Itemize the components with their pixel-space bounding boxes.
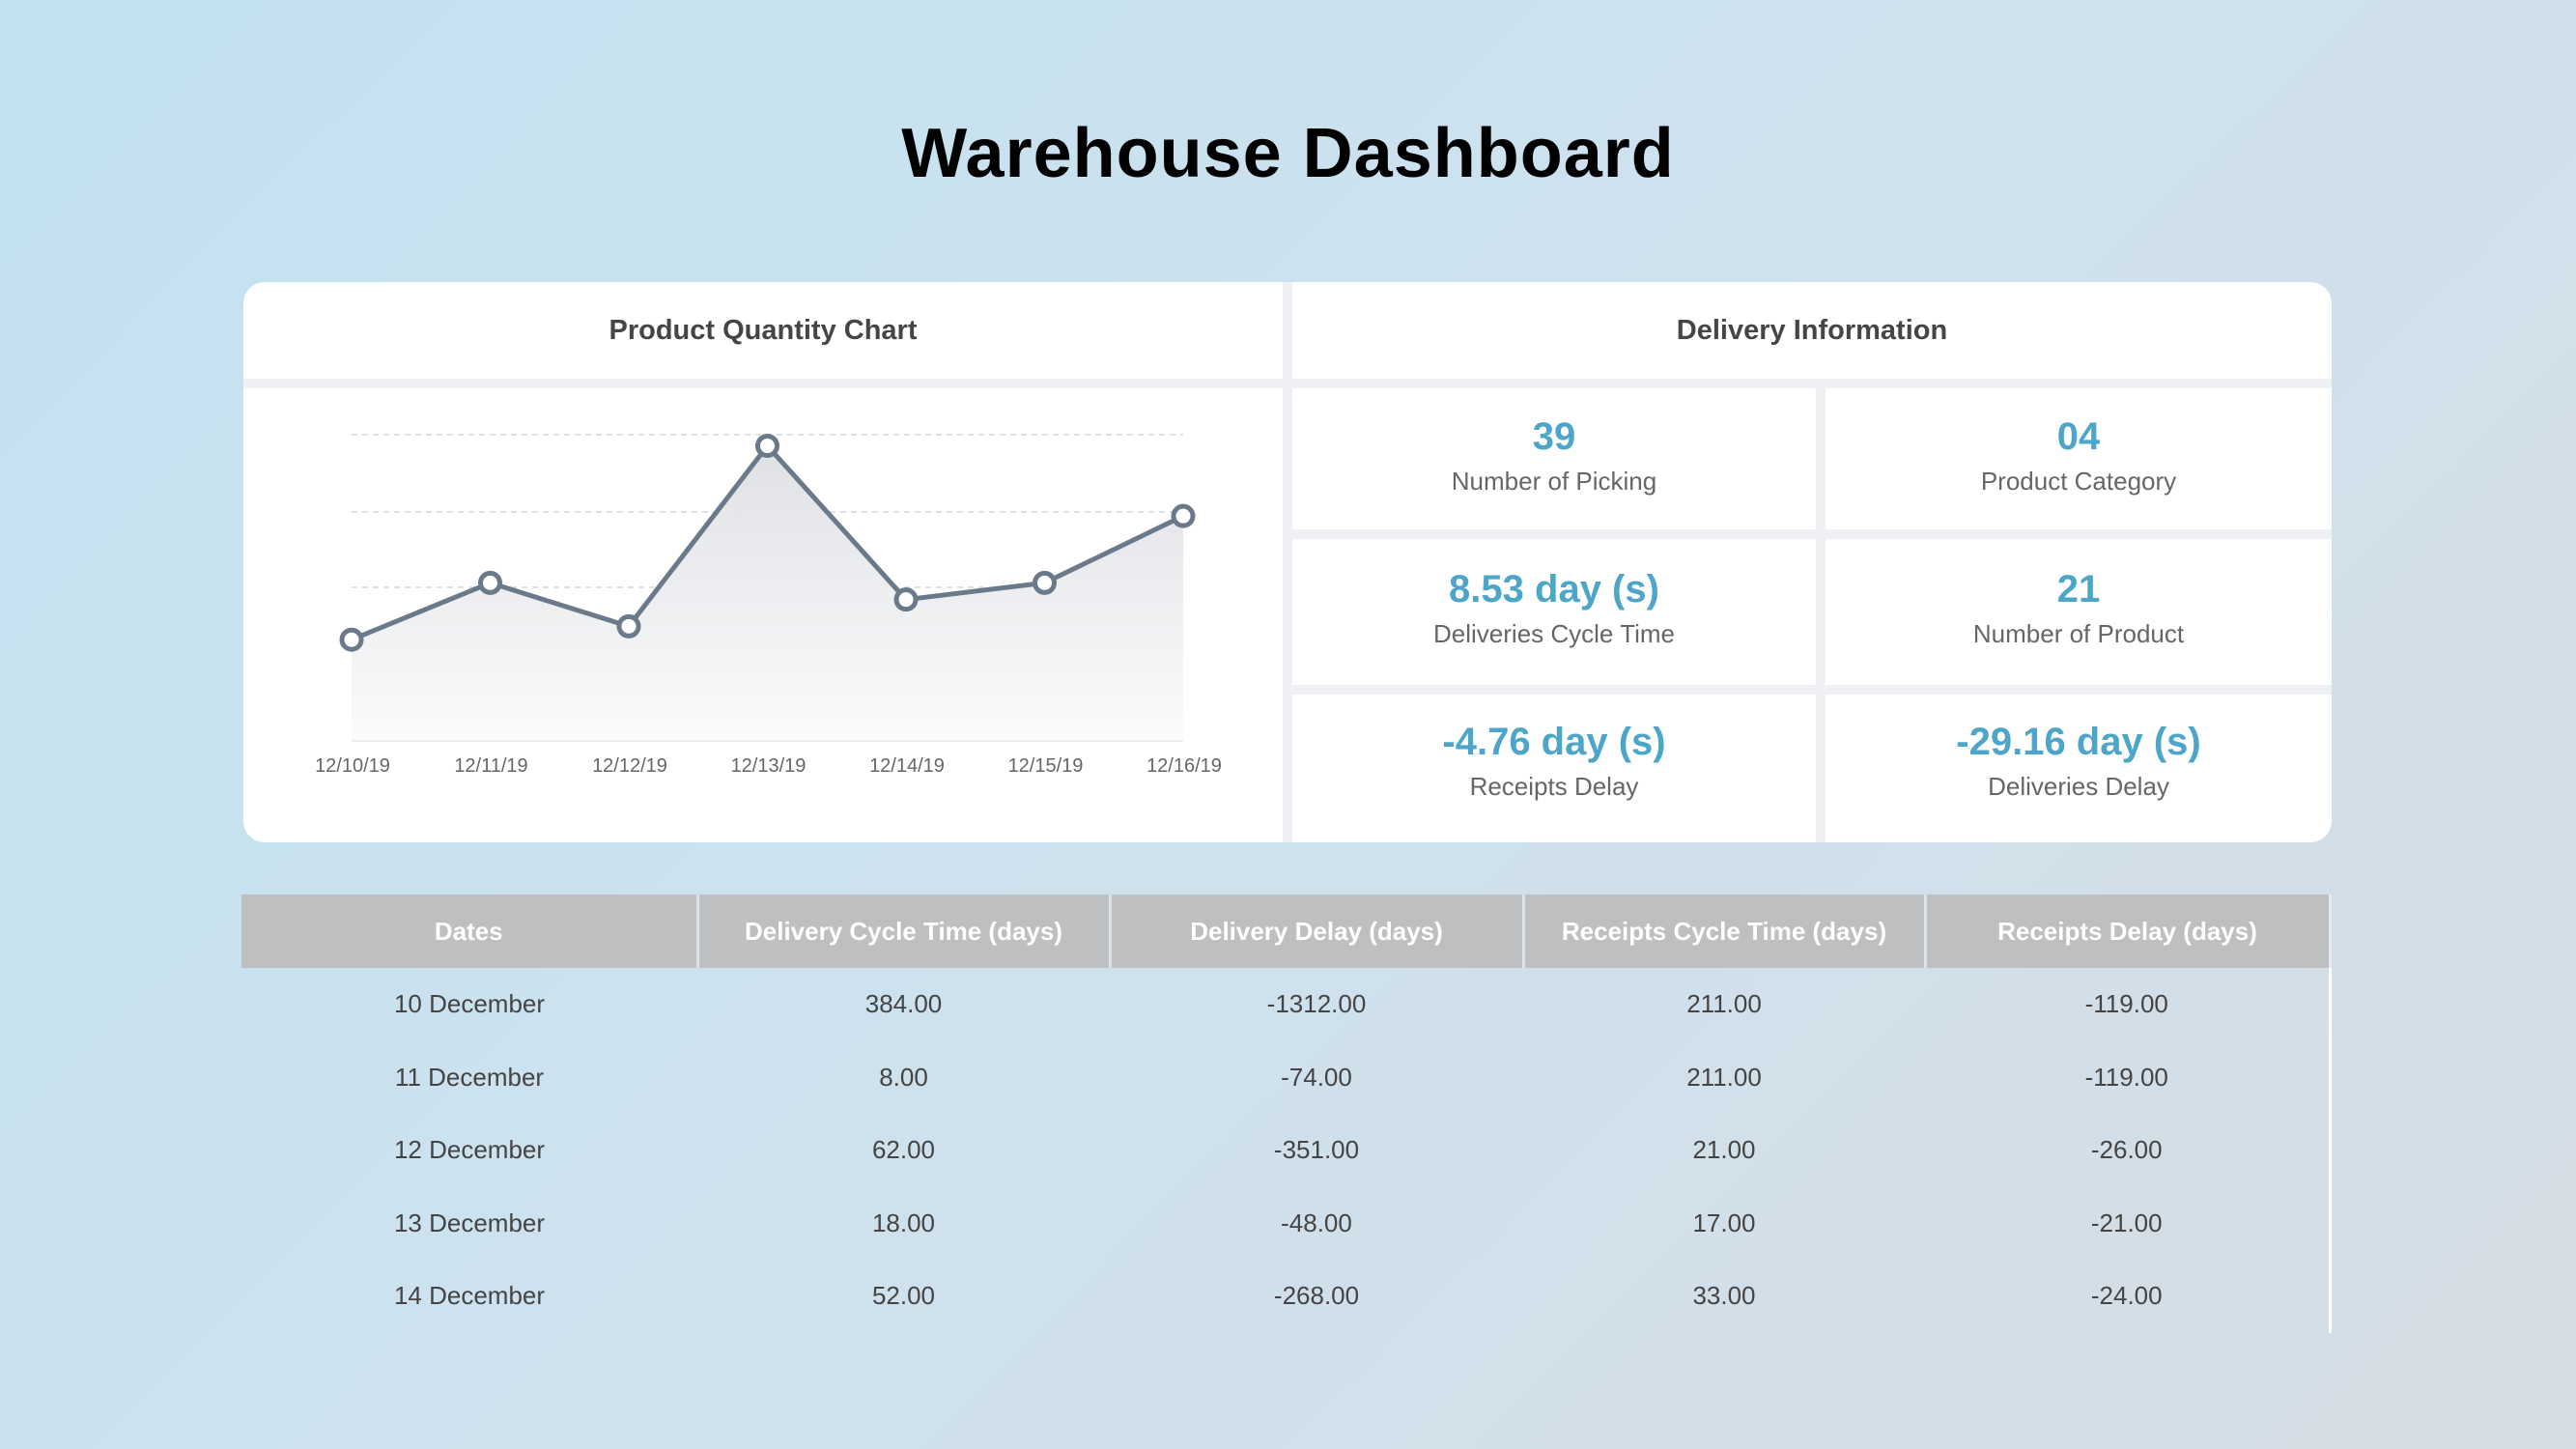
x-tick-label: 12/13/19	[731, 755, 807, 777]
kpi-row-divider-1	[1292, 529, 2332, 539]
cell-receipts-delay: -24.00	[1925, 1260, 2330, 1333]
cell-receipts-cycle-time: 211.00	[1523, 968, 1925, 1041]
x-tick-label: 12/12/19	[592, 755, 667, 777]
kpi-deliveries-delay: -29.16 day (s) Deliveries Delay	[1826, 719, 2332, 802]
data-point	[896, 590, 916, 610]
kpi-deliveries-cycle-time: 8.53 day (s) Deliveries Cycle Time	[1292, 566, 1816, 649]
kpi-label: Number of Picking	[1292, 466, 1816, 497]
cell-date: 11 December	[241, 1041, 697, 1115]
data-point	[342, 630, 361, 649]
kpi-value: 39	[1292, 413, 1816, 460]
series-area	[352, 446, 1183, 740]
cell-receipts-cycle-time: 33.00	[1523, 1260, 1925, 1333]
x-tick-label: 12/10/19	[315, 755, 390, 777]
cell-delivery-delay: -48.00	[1110, 1187, 1523, 1261]
table-row: 11 December 8.00 -74.00 211.00 -119.00	[241, 1041, 2330, 1115]
cell-delivery-cycle-time: 18.00	[697, 1187, 1110, 1261]
kpi-label: Product Category	[1826, 466, 2332, 497]
cell-delivery-delay: -268.00	[1110, 1260, 1523, 1333]
cell-receipts-delay: -26.00	[1925, 1114, 2330, 1187]
kpi-label: Receipts Delay	[1292, 771, 1816, 802]
header-delivery-cycle-time: Delivery Cycle Time (days)	[697, 895, 1110, 968]
kpi-receipts-delay: -4.76 day (s) Receipts Delay	[1292, 719, 1816, 802]
table-row: 10 December 384.00 -1312.00 211.00 -119.…	[241, 968, 2330, 1041]
cell-delivery-delay: -351.00	[1110, 1114, 1523, 1187]
kpi-number-of-product: 21 Number of Product	[1826, 566, 2332, 649]
data-point	[758, 437, 778, 456]
table-row: 12 December 62.00 -351.00 21.00 -26.00	[241, 1114, 2330, 1187]
cell-delivery-cycle-time: 8.00	[697, 1041, 1110, 1115]
page-title: Warehouse Dashboard	[0, 114, 2576, 193]
x-tick-label: 12/14/19	[869, 755, 945, 777]
kpi-value: 21	[1826, 566, 2332, 612]
table-row: 13 December 18.00 -48.00 17.00 -21.00	[241, 1187, 2330, 1261]
cell-delivery-delay: -1312.00	[1110, 968, 1523, 1041]
data-point	[1035, 573, 1055, 592]
kpi-product-category: 04 Product Category	[1826, 413, 2332, 497]
panel-divider	[1283, 282, 1292, 842]
chart-panel-title: Product Quantity Chart	[243, 282, 1283, 379]
product-quantity-chart: 12/10/19 12/11/19 12/12/19 12/13/19 12/14/19…	[243, 386, 1283, 842]
kpi-value: 8.53 day (s)	[1292, 566, 1816, 612]
kpi-column-divider	[1816, 388, 1826, 842]
delivery-table: Dates Delivery Cycle Time (days) Deliver…	[241, 895, 2332, 1333]
kpi-row-divider-2	[1292, 685, 2332, 695]
cell-delivery-cycle-time: 384.00	[697, 968, 1110, 1041]
cell-receipts-delay: -119.00	[1925, 968, 2330, 1041]
kpi-number-of-picking: 39 Number of Picking	[1292, 413, 1816, 497]
cell-delivery-delay: -74.00	[1110, 1041, 1523, 1115]
cell-date: 12 December	[241, 1114, 697, 1187]
data-point	[1174, 506, 1193, 526]
cell-date: 14 December	[241, 1260, 697, 1333]
delivery-panel-title: Delivery Information	[1292, 282, 2332, 379]
x-tick-label: 12/16/19	[1146, 755, 1222, 777]
kpi-value: -29.16 day (s)	[1826, 719, 2332, 765]
kpi-value: 04	[1826, 413, 2332, 460]
cell-receipts-cycle-time: 17.00	[1523, 1187, 1925, 1261]
cell-delivery-cycle-time: 62.00	[697, 1114, 1110, 1187]
kpi-label: Deliveries Cycle Time	[1292, 618, 1816, 649]
x-tick-label: 12/15/19	[1008, 755, 1084, 777]
header-receipts-cycle-time: Receipts Cycle Time (days)	[1523, 895, 1925, 968]
x-tick-label: 12/11/19	[454, 755, 527, 777]
cell-date: 10 December	[241, 968, 697, 1041]
kpi-label: Number of Product	[1826, 618, 2332, 649]
header-dates: Dates	[241, 895, 697, 968]
kpi-value: -4.76 day (s)	[1292, 719, 1816, 765]
cell-date: 13 December	[241, 1187, 697, 1261]
cell-receipts-delay: -119.00	[1925, 1041, 2330, 1115]
header-delivery-delay: Delivery Delay (days)	[1110, 895, 1523, 968]
data-point	[619, 616, 638, 636]
header-receipts-delay: Receipts Delay (days)	[1925, 895, 2330, 968]
cell-receipts-cycle-time: 211.00	[1523, 1041, 1925, 1115]
dashboard-card: Product Quantity Chart Delivery Informat…	[243, 282, 2332, 842]
kpi-label: Deliveries Delay	[1826, 771, 2332, 802]
table-row: 14 December 52.00 -268.00 33.00 -24.00	[241, 1260, 2330, 1333]
table-header-row: Dates Delivery Cycle Time (days) Deliver…	[241, 895, 2330, 968]
cell-receipts-cycle-time: 21.00	[1523, 1114, 1925, 1187]
cell-delivery-cycle-time: 52.00	[697, 1260, 1110, 1333]
cell-receipts-delay: -21.00	[1925, 1187, 2330, 1261]
data-point	[481, 573, 500, 592]
